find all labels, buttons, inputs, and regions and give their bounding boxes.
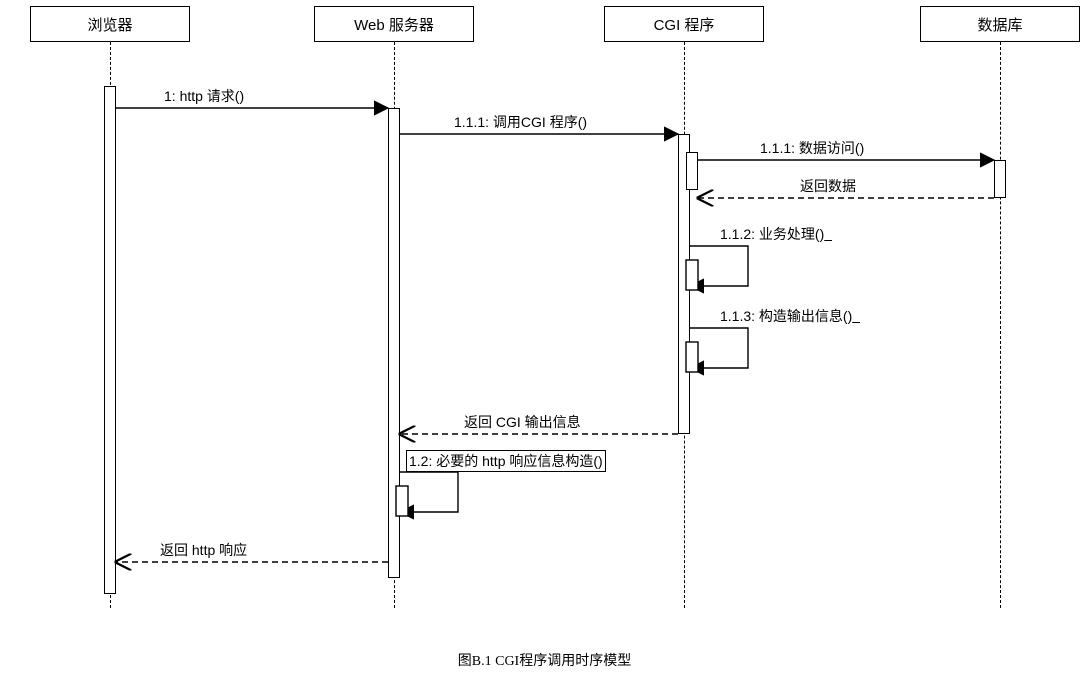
msg-label-return-data: 返回数据 — [800, 176, 856, 196]
msg-label-data-access: 1.1.1: 数据访问() — [760, 138, 864, 158]
activation-cgi-nested — [686, 152, 698, 190]
lifeline-head-browser: 浏览器 — [30, 6, 190, 42]
msg-label-call-cgi: 1.1.1: 调用CGI 程序() — [454, 112, 587, 132]
activation-browser — [104, 86, 116, 594]
lifeline-label: CGI 程序 — [654, 14, 715, 35]
lifeline-line-db — [1000, 42, 1001, 608]
activation-web — [388, 108, 400, 578]
msg-label-http-request: 1: http 请求() — [164, 86, 244, 106]
lifeline-label: Web 服务器 — [354, 14, 434, 35]
sequence-diagram: 浏览器 Web 服务器 CGI 程序 数据库 1: http 请求() 1.1.… — [0, 0, 1089, 684]
figure-caption: 图B.1 CGI程序调用时序模型 — [0, 650, 1089, 670]
lifeline-head-db: 数据库 — [920, 6, 1080, 42]
lifeline-label: 浏览器 — [87, 14, 132, 35]
activation-db — [994, 160, 1006, 198]
msg-label-http-response-build: 1.2: 必要的 http 响应信息构造() — [406, 450, 606, 472]
msg-label-return-http-response: 返回 http 响应 — [160, 540, 247, 560]
msg-label-return-cgi-output: 返回 CGI 输出信息 — [464, 412, 581, 432]
msg-label-build-output: 1.1.3: 构造输出信息() — [720, 306, 860, 326]
lifeline-label: 数据库 — [977, 14, 1022, 35]
lifeline-head-cgi: CGI 程序 — [604, 6, 764, 42]
lifeline-head-web: Web 服务器 — [314, 6, 474, 42]
msg-label-biz-process: 1.1.2: 业务处理() — [720, 224, 832, 244]
